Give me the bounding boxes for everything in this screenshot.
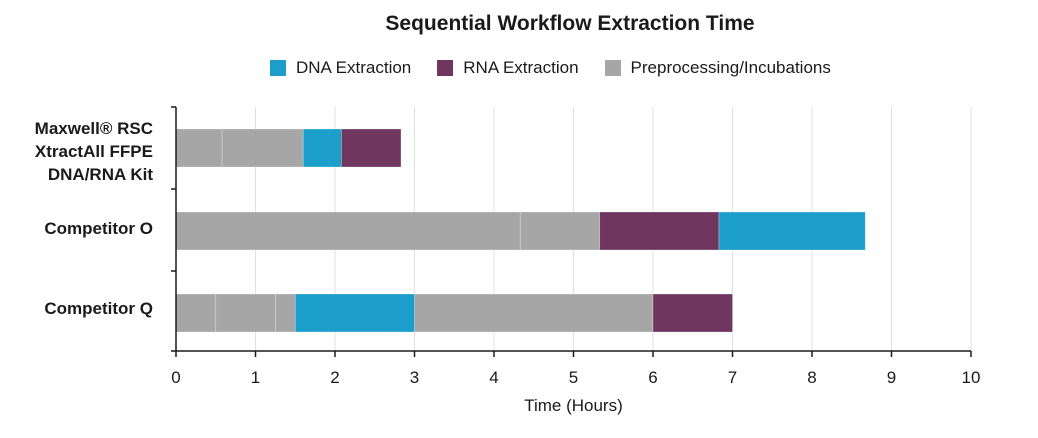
legend-item-rna: RNA Extraction <box>437 58 579 78</box>
x-axis-title: Time (Hours) <box>524 396 623 415</box>
x-tick-label-2: 2 <box>330 368 339 387</box>
category-label-maxwell-line2: XtractAll FFPE <box>34 142 153 161</box>
bar-2-segment-0 <box>175 293 217 333</box>
bar-1-segment-1 <box>519 211 601 251</box>
x-tick-label-8: 8 <box>807 368 816 387</box>
x-tick-label-1: 1 <box>251 368 260 387</box>
bar-1-segment-3 <box>718 211 866 251</box>
bar-2-segment-1 <box>215 293 276 333</box>
bar-2-segment-5 <box>652 293 733 333</box>
chart-legend: DNA Extraction RNA Extraction Preprocess… <box>270 58 857 78</box>
bar-2-segment-3 <box>294 293 415 333</box>
bar-0-segment-0 <box>175 128 223 168</box>
legend-label-preprocessing: Preprocessing/Incubations <box>630 58 831 77</box>
legend-item-dna: DNA Extraction <box>270 58 411 78</box>
category-label-competitor-q-line1: Competitor Q <box>44 299 153 318</box>
legend-label-rna: RNA Extraction <box>463 58 579 77</box>
bar-0-segment-1 <box>221 128 304 168</box>
x-tick-label-9: 9 <box>887 368 896 387</box>
x-tick-label-7: 7 <box>728 368 737 387</box>
x-tick-label-10: 10 <box>962 368 981 387</box>
x-tick-label-4: 4 <box>489 368 498 387</box>
bar-1-segment-0 <box>175 211 521 251</box>
bar-0-segment-2 <box>302 128 342 168</box>
category-label-competitor-q: Competitor Q <box>44 297 153 320</box>
legend-swatch-rna <box>437 60 454 76</box>
bar-2-segment-2 <box>275 293 296 333</box>
legend-swatch-dna <box>270 60 286 76</box>
bar-1-segment-2 <box>599 211 720 251</box>
bar-2-segment-4 <box>414 293 654 333</box>
legend-label-dna: DNA Extraction <box>296 58 412 77</box>
bar-0-segment-3 <box>341 128 402 168</box>
x-tick-label-3: 3 <box>410 368 419 387</box>
legend-swatch-preprocessing <box>604 60 621 76</box>
category-label-competitor-o-line1: Competitor O <box>44 219 153 238</box>
category-label-maxwell-line3: DNA/RNA Kit <box>47 165 153 184</box>
x-tick-label-0: 0 <box>171 368 180 387</box>
category-label-maxwell-line1: Maxwell® RSC <box>34 119 153 138</box>
category-label-maxwell: Maxwell® RSC XtractAll FFPE DNA/RNA Kit <box>35 117 153 186</box>
chart-title: Sequential Workflow Extraction Time <box>385 12 755 35</box>
legend-item-preprocessing: Preprocessing/Incubations <box>604 58 831 78</box>
category-label-competitor-o: Competitor O <box>44 217 153 240</box>
x-tick-label-6: 6 <box>648 368 657 387</box>
x-tick-label-5: 5 <box>569 368 578 387</box>
